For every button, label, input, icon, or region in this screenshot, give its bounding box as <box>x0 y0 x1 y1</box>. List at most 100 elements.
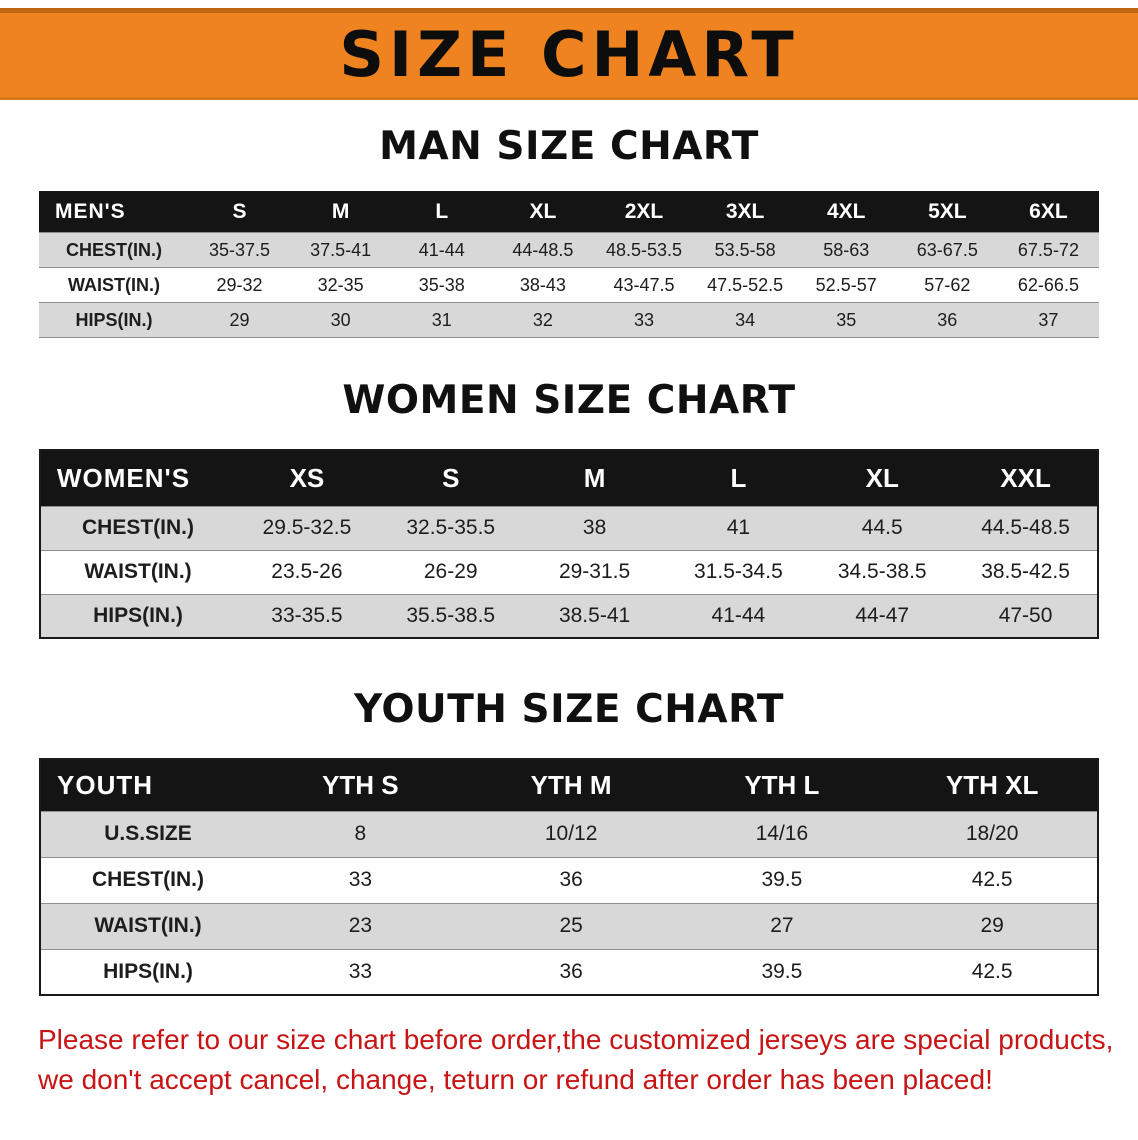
size-value: 31 <box>391 302 493 339</box>
size-chart-page: SIZE CHART MAN SIZE CHART MEN'S S M L XL 2XL 3… <box>0 8 1138 1100</box>
size-value: 44.5-48.5 <box>954 505 1098 551</box>
size-value: 26-29 <box>378 549 523 595</box>
size-column-header: M <box>522 450 667 507</box>
measurement-label: HIPS(IN.) <box>39 302 189 339</box>
measurement-label: WAIST(IN.) <box>39 267 189 304</box>
size-value: 47-50 <box>954 593 1098 639</box>
measurement-label: CHEST(IN.) <box>40 505 235 551</box>
size-column-header: M <box>290 190 392 233</box>
measurement-label: HIPS(IN.) <box>40 948 255 996</box>
size-value: 41 <box>666 505 811 551</box>
size-value: 30 <box>290 302 392 339</box>
size-value: 29-32 <box>189 267 291 304</box>
heading-man-size-chart: MAN SIZE CHART <box>379 124 759 169</box>
size-column-header: 5XL <box>896 190 998 233</box>
size-value: 41-44 <box>666 593 811 639</box>
size-value: 36 <box>896 302 998 339</box>
banner-title: SIZE CHART <box>339 18 799 91</box>
table-header-label: WOMEN'S <box>40 450 235 507</box>
size-value: 47.5-52.5 <box>694 267 796 304</box>
table-header-label: MEN'S <box>39 190 189 233</box>
size-column-header: XL <box>810 450 955 507</box>
size-value: 67.5-72 <box>997 232 1099 269</box>
size-column-header: XL <box>492 190 594 233</box>
size-value: 33 <box>255 856 466 904</box>
size-value: 63-67.5 <box>896 232 998 269</box>
size-value: 35-37.5 <box>189 232 291 269</box>
measurement-label: HIPS(IN.) <box>40 593 235 639</box>
size-value: 53.5-58 <box>694 232 796 269</box>
size-value: 58-63 <box>795 232 897 269</box>
size-column-header: YTH M <box>465 759 677 812</box>
size-column-header: YTH S <box>255 759 466 812</box>
heading-women-size-chart: WOMEN SIZE CHART <box>342 378 796 424</box>
size-value: 10/12 <box>465 810 677 858</box>
size-value: 37.5-41 <box>290 232 392 269</box>
size-value: 38 <box>522 505 667 551</box>
section-men: MAN SIZE CHART MEN'S S M L XL 2XL 3XL 4XL 5XL 6XL… <box>0 124 1138 339</box>
measurement-label: WAIST(IN.) <box>40 902 255 950</box>
table-header-row: MEN'S S M L XL 2XL 3XL 4XL 5XL 6XL <box>39 190 1099 233</box>
size-value: 35-38 <box>391 267 493 304</box>
size-value: 18/20 <box>887 810 1098 858</box>
disclaimer-line-2: we don't accept cancel, change, teturn o… <box>38 1064 993 1096</box>
size-column-header: XS <box>235 450 379 507</box>
size-value: 14/16 <box>676 810 888 858</box>
size-value: 44-47 <box>810 593 955 639</box>
size-value: 62-66.5 <box>997 267 1099 304</box>
size-value: 36 <box>465 948 677 996</box>
measurement-label: WAIST(IN.) <box>40 549 235 595</box>
measurement-label: U.S.SIZE <box>40 810 255 858</box>
table-row: HIPS(IN.) 33-35.5 35.5-38.5 38.5-41 41-44 44-… <box>40 593 1098 639</box>
size-value: 31.5-34.5 <box>666 549 811 595</box>
size-value: 34 <box>694 302 796 339</box>
size-column-header: 6XL <box>997 190 1099 233</box>
measurement-label: CHEST(IN.) <box>40 856 255 904</box>
size-value: 44.5 <box>810 505 955 551</box>
size-value: 42.5 <box>887 948 1098 996</box>
size-value: 33-35.5 <box>235 593 379 639</box>
size-value: 32-35 <box>290 267 392 304</box>
youth-size-table: YOUTH YTH S YTH M YTH L YTH XL U.S.SIZE 8 10/12… <box>39 758 1099 997</box>
size-value: 35 <box>795 302 897 339</box>
table-row: HIPS(IN.) 33 36 39.5 42.5 <box>40 948 1098 996</box>
size-value: 38.5-42.5 <box>954 549 1098 595</box>
size-value: 29 <box>189 302 291 339</box>
size-column-header: XXL <box>954 450 1098 507</box>
table-row: WAIST(IN.) 23 25 27 29 <box>40 902 1098 950</box>
size-value: 8 <box>255 810 466 858</box>
disclaimer: Please refer to our size chart before or… <box>38 1020 1114 1100</box>
size-value: 33 <box>255 948 466 996</box>
size-value: 42.5 <box>887 856 1098 904</box>
table-header-row: YOUTH YTH S YTH M YTH L YTH XL <box>40 759 1098 812</box>
section-youth: YOUTH SIZE CHART YOUTH YTH S YTH M YTH L YTH… <box>0 687 1138 997</box>
size-column-header: L <box>666 450 811 507</box>
table-row: U.S.SIZE 8 10/12 14/16 18/20 <box>40 810 1098 858</box>
section-women: WOMEN SIZE CHART WOMEN'S XS S M L XL XXL CHEST(… <box>0 378 1138 640</box>
women-size-table: WOMEN'S XS S M L XL XXL CHEST(IN.) 29.5-32.5 32.5… <box>39 449 1099 640</box>
size-value: 44-48.5 <box>492 232 594 269</box>
size-column-header: YTH XL <box>887 759 1098 812</box>
table-row: CHEST(IN.) 33 36 39.5 42.5 <box>40 856 1098 904</box>
size-value: 41-44 <box>391 232 493 269</box>
table-row: HIPS(IN.) 29 30 31 32 33 34 35 36 37 <box>39 302 1099 339</box>
table-header-row: WOMEN'S XS S M L XL XXL <box>40 450 1098 507</box>
table-header-label: YOUTH <box>40 759 255 812</box>
men-size-table: MEN'S S M L XL 2XL 3XL 4XL 5XL 6XL CHEST(IN.) 35-37… <box>39 190 1099 339</box>
size-value: 34.5-38.5 <box>810 549 955 595</box>
size-value: 38.5-41 <box>522 593 667 639</box>
size-value: 29 <box>887 902 1098 950</box>
size-value: 35.5-38.5 <box>378 593 523 639</box>
size-column-header: 2XL <box>593 190 695 233</box>
disclaimer-line-1: Please refer to our size chart before or… <box>38 1024 1114 1056</box>
table-row: WAIST(IN.) 29-32 32-35 35-38 38-43 43-47.5 47.… <box>39 267 1099 304</box>
size-value: 27 <box>676 902 888 950</box>
size-value: 39.5 <box>676 856 888 904</box>
heading-youth-size-chart: YOUTH SIZE CHART <box>354 687 784 733</box>
size-value: 32 <box>492 302 594 339</box>
size-value: 43-47.5 <box>593 267 695 304</box>
size-value: 57-62 <box>896 267 998 304</box>
size-value: 23 <box>255 902 466 950</box>
size-column-header: YTH L <box>676 759 888 812</box>
table-row: CHEST(IN.) 29.5-32.5 32.5-35.5 38 41 44.5 44.5… <box>40 505 1098 551</box>
